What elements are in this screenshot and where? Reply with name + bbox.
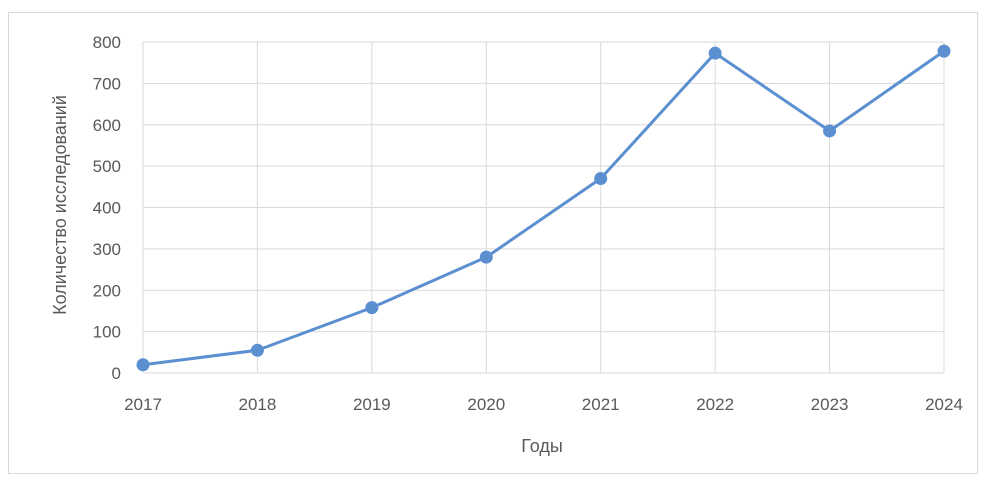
x-tick-label: 2020 xyxy=(467,395,505,414)
data-point xyxy=(708,46,722,60)
data-point xyxy=(136,358,150,372)
y-axis-title: Количество исследований xyxy=(50,95,70,315)
y-tick-label: 400 xyxy=(93,199,121,218)
x-axis-title: Годы xyxy=(521,436,563,456)
y-tick-label: 200 xyxy=(93,281,121,300)
y-tick-label: 0 xyxy=(112,364,121,383)
series-line xyxy=(141,49,946,367)
x-tick-label: 2023 xyxy=(811,395,849,414)
x-tick-label: 2024 xyxy=(925,395,963,414)
data-point xyxy=(365,301,379,315)
data-point xyxy=(937,44,951,58)
y-tick-label: 300 xyxy=(93,240,121,259)
y-tick-label: 800 xyxy=(93,33,121,52)
y-tick-label: 500 xyxy=(93,157,121,176)
data-point xyxy=(250,343,264,357)
data-point xyxy=(479,250,493,264)
data-point xyxy=(823,124,837,138)
x-tick-label: 2022 xyxy=(696,395,734,414)
y-tick-labels: 0 100 200 300 400 500 600 700 800 xyxy=(93,33,121,383)
y-tick-label: 600 xyxy=(93,116,121,135)
x-tick-label: 2017 xyxy=(124,395,162,414)
series xyxy=(136,44,951,372)
chart-frame xyxy=(8,12,978,474)
x-tick-label: 2019 xyxy=(353,395,391,414)
x-tick-label: 2018 xyxy=(239,395,277,414)
data-point xyxy=(594,172,608,186)
x-tick-labels: 2017 2018 2019 2020 2021 2022 2023 2024 xyxy=(124,395,963,414)
y-tick-label: 100 xyxy=(93,323,121,342)
x-tick-label: 2021 xyxy=(582,395,620,414)
grid xyxy=(142,41,945,374)
y-tick-label: 700 xyxy=(93,74,121,93)
